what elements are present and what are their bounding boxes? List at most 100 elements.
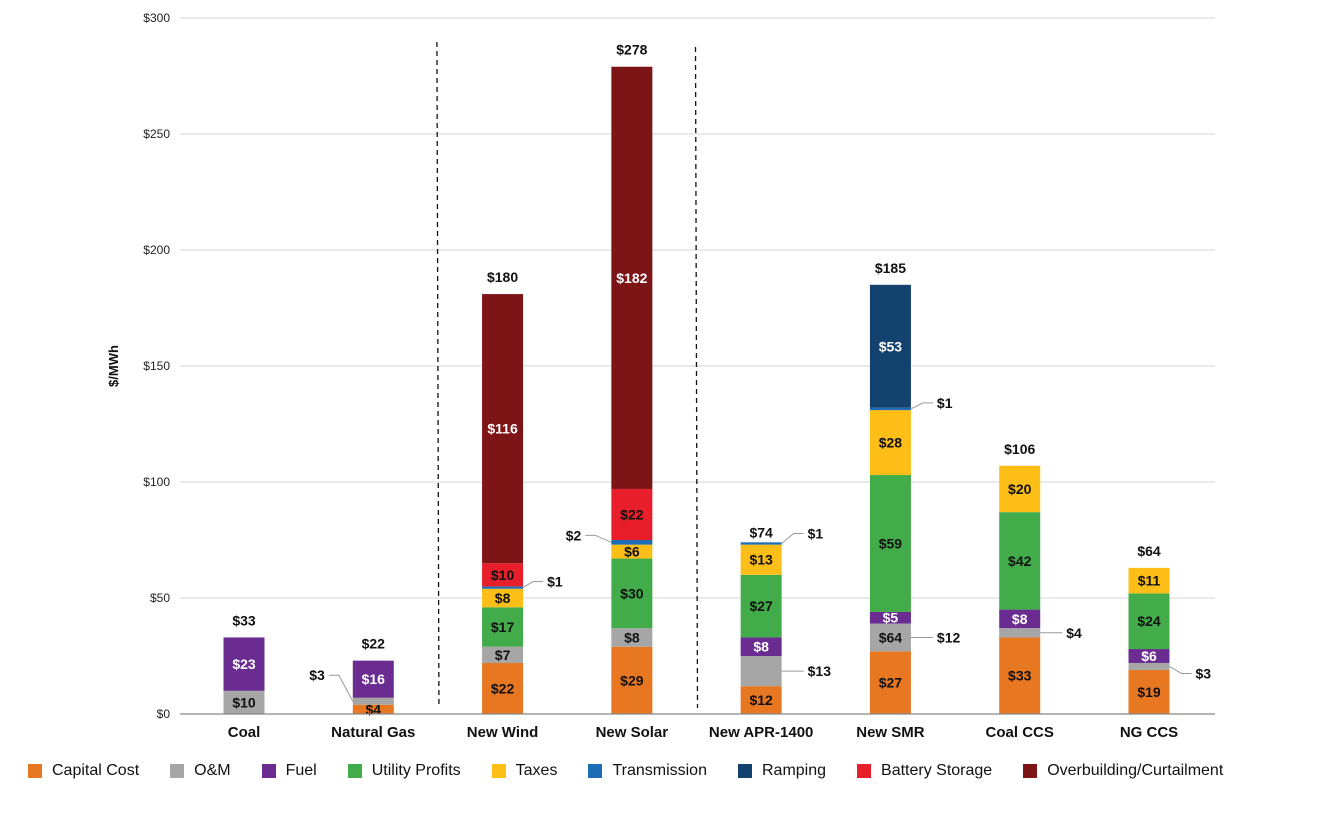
group-divider-line	[694, 46, 699, 709]
legend-swatch	[347, 764, 362, 778]
legend-swatch	[588, 764, 603, 778]
segment-label: $23	[232, 656, 256, 672]
legend-item: Ramping	[737, 762, 827, 780]
callout-label: $12	[937, 629, 961, 645]
legend-label: Transmission	[612, 762, 707, 779]
legend-item: Battery Storage	[857, 762, 992, 780]
bar-segment-capital-cost	[482, 662, 524, 714]
legend: Capital Cost O&M Fuel Utility Profits Taxes T…	[28, 762, 1223, 780]
legend-label: Capital Cost	[52, 762, 140, 779]
legend-swatch	[1023, 764, 1038, 778]
segment-label: $27	[749, 598, 773, 614]
bar-segment-taxes	[1128, 567, 1170, 594]
segment-label: $6	[1141, 648, 1157, 664]
legend-item: Utility Profits	[347, 762, 461, 780]
segment-label: $12	[749, 692, 773, 708]
segment-label: $6	[624, 544, 640, 560]
legend-label: Utility Profits	[371, 762, 461, 779]
category-labels: Coal Natural Gas New Wind New Solar New APR-…	[228, 724, 1178, 741]
legend-label: Taxes	[515, 762, 558, 779]
x-tick-label: Coal CCS	[986, 724, 1054, 741]
bar-segment-o-m	[352, 697, 394, 705]
segment-label: $10	[232, 694, 256, 710]
x-tick-label: Coal	[228, 724, 261, 741]
segment-label: $20	[1008, 481, 1032, 497]
legend-label: Battery Storage	[881, 762, 993, 779]
total-label: $22	[362, 636, 386, 652]
segment-label: $59	[879, 535, 903, 551]
callout-label: $13	[808, 663, 832, 679]
legend-swatch	[261, 764, 276, 778]
bar-segment-fuel	[999, 609, 1041, 629]
legend-item: Fuel	[261, 762, 317, 780]
segment-label: $29	[620, 672, 644, 688]
y-tick-label: $50	[150, 591, 170, 605]
callouts: $3 $13 $12 $4 $3 $1 $2 $1 $1	[309, 395, 1211, 702]
bar-segment-capital-cost	[352, 704, 394, 714]
bar-segment-utility-profits	[482, 607, 524, 647]
bar-segment-o-m	[611, 628, 653, 647]
bar-segment-o-m	[869, 623, 911, 652]
bar-segment-battery-storage	[482, 563, 524, 587]
legend-label: O&M	[194, 762, 231, 779]
x-tick-label: New APR-1400	[709, 724, 814, 741]
y-tick-label: $150	[143, 359, 170, 373]
bar-segment-fuel	[869, 611, 911, 624]
y-axis-label: $/MWh	[106, 345, 121, 387]
segment-label: $27	[879, 675, 903, 691]
bar-segment-utility-profits	[999, 512, 1041, 610]
callout-leader-line	[1169, 666, 1192, 674]
segment-label: $42	[1008, 553, 1032, 569]
segment-label: $53	[879, 338, 903, 354]
segment-label: $22	[491, 680, 515, 696]
segment-label: $33	[1008, 668, 1032, 684]
callout-leader-line	[522, 581, 544, 588]
bar-segment-utility-profits	[869, 475, 911, 612]
bar-segment-o-m	[1128, 662, 1170, 670]
segment-label: $8	[1012, 611, 1028, 627]
y-tick-label: $0	[157, 707, 171, 721]
legend-label: Fuel	[285, 762, 317, 779]
segment-label: $24	[1137, 613, 1161, 629]
legend-swatch	[170, 764, 185, 778]
x-tick-label: NG CCS	[1120, 724, 1178, 741]
x-tick-label: Natural Gas	[331, 724, 415, 741]
bar-segment-taxes	[611, 544, 653, 559]
bar-segment-utility-profits	[611, 558, 653, 629]
legend-swatch	[737, 764, 752, 778]
segment-label: $16	[362, 671, 386, 687]
bar-segment-fuel	[740, 637, 782, 656]
bar-segment-utility-profits	[740, 574, 782, 638]
bar-segment-utility-profits	[1128, 593, 1170, 650]
segment-label: $7	[495, 647, 511, 663]
bar-segment-transmission	[740, 542, 782, 545]
bar-segment-fuel	[223, 637, 265, 691]
segment-label: $11	[1138, 573, 1161, 589]
legend-swatch	[28, 764, 42, 778]
x-tick-label: New Solar	[596, 724, 669, 741]
y-tick-label: $250	[143, 127, 170, 141]
x-tick-label: New SMR	[856, 724, 925, 741]
bar-segment-overbuilding-curtailment	[611, 66, 653, 489]
total-label: $33	[232, 612, 256, 628]
callout-label: $1	[808, 525, 824, 541]
legend-swatch	[857, 764, 872, 778]
legend-swatch	[491, 764, 506, 778]
segment-label: $8	[624, 629, 640, 645]
bar-segment-battery-storage	[611, 488, 653, 540]
segment-label: $116	[487, 421, 518, 437]
segment-label: $8	[753, 639, 769, 655]
gridlines	[180, 17, 1215, 599]
x-tick-label: New Wind	[467, 724, 539, 741]
segment-label: $10	[491, 567, 515, 583]
callout-label: $1	[547, 574, 563, 590]
bar-segment-taxes	[482, 588, 524, 608]
bar-segment-taxes	[869, 410, 911, 476]
segment-label: $8	[495, 590, 511, 606]
total-label: $74	[749, 524, 773, 540]
legend-label: Ramping	[761, 762, 827, 779]
segment-label: $30	[620, 585, 644, 601]
y-tick-label: $200	[143, 243, 170, 257]
segment-label: $28	[879, 435, 903, 451]
legend-item: O&M	[170, 762, 231, 780]
